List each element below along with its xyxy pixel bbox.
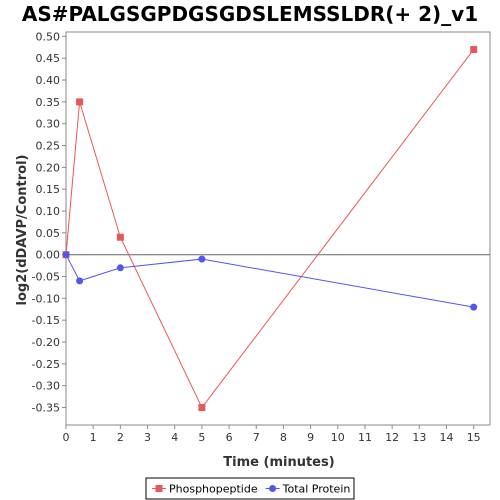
legend-label-1: Phosphopeptide <box>169 483 258 496</box>
x-tick-label: 12 <box>385 431 399 444</box>
x-tick-label: 15 <box>467 431 481 444</box>
legend-label-2: Total Protein <box>282 483 351 496</box>
x-axis-title: Time (minutes) <box>223 455 334 470</box>
y-tick-label: 0.45 <box>36 52 61 65</box>
data-point-2 <box>198 255 206 263</box>
data-point-1 <box>470 45 478 53</box>
legend: Phosphopeptide Total Protein <box>145 477 355 500</box>
legend-marker-1 <box>155 485 163 492</box>
plot-frame <box>65 31 491 426</box>
legend-box <box>145 477 355 500</box>
data-point-1 <box>76 98 84 106</box>
y-tick-label: 0.05 <box>36 227 61 240</box>
x-tick-label: 11 <box>358 431 372 444</box>
x-tick-label: 5 <box>198 431 205 444</box>
data-point-1 <box>116 233 124 241</box>
y-tick-label: 0.35 <box>36 96 61 109</box>
y-tick-label: 0.50 <box>36 30 61 43</box>
x-tick-label: 13 <box>412 431 426 444</box>
x-tick-label: 6 <box>226 431 233 444</box>
y-axis-title: log2(dDAVP/Control) <box>15 155 30 306</box>
data-point-2 <box>62 251 70 259</box>
y-tick-label: 0.10 <box>36 205 61 218</box>
y-tick-label: -0.20 <box>32 336 60 349</box>
x-tick-label: 0 <box>63 431 70 444</box>
x-tick-label: 14 <box>440 431 454 444</box>
data-point-2 <box>76 277 84 285</box>
y-tick-label: 0.40 <box>36 74 61 87</box>
y-tick-label: 0.25 <box>36 140 61 153</box>
x-tick-label: 3 <box>144 431 151 444</box>
x-tick-label: 2 <box>117 431 124 444</box>
y-tick-label: -0.15 <box>32 314 60 327</box>
data-point-2 <box>116 264 124 272</box>
y-tick-label: 0.30 <box>36 118 61 131</box>
plot-area: 0.50 0.45 0.40 0.35 0.30 0.25 0.20 0.15 0.10 0.05… <box>32 30 491 444</box>
x-tick-label: 4 <box>171 431 178 444</box>
x-tick-label: 8 <box>280 431 287 444</box>
x-tick-label: 1 <box>90 431 97 444</box>
y-tick-label: 0.20 <box>36 161 61 174</box>
y-tick-label: -0.25 <box>32 358 60 371</box>
y-tick-label: -0.30 <box>32 380 60 393</box>
x-tick-label: 10 <box>331 431 345 444</box>
y-tick-label: 0.00 <box>36 249 61 262</box>
data-point-2 <box>470 303 478 311</box>
y-tick-label: -0.10 <box>32 292 60 305</box>
y-tick-label: 0.15 <box>36 183 61 196</box>
x-tick-label: 7 <box>253 431 260 444</box>
data-point-1 <box>198 404 206 412</box>
legend-marker-2 <box>269 485 277 492</box>
x-tick-label: 9 <box>307 431 314 444</box>
y-tick-label: -0.35 <box>32 402 60 415</box>
chart-title: AS#PALGSGPDGSGDSLEMSSLDR(+ 2)_v1 <box>22 2 478 26</box>
y-tick-label: -0.05 <box>32 271 60 284</box>
